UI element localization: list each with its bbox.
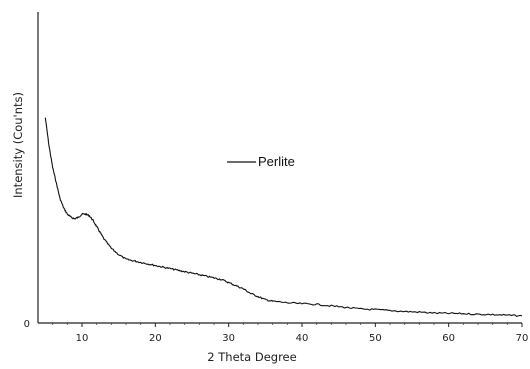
x-tick-label-40: 40 — [296, 333, 309, 344]
x-tick-label-30: 30 — [222, 333, 235, 344]
y-tick-labels: 0 — [24, 319, 30, 330]
x-tick-label-50: 50 — [369, 333, 382, 344]
x-tick-label-70: 70 — [516, 333, 529, 344]
y-axis-label: Intensity (Cou'nts) — [11, 92, 25, 198]
series-line-perlite — [44, 117, 523, 317]
x-tick-labels: 10 20 30 40 50 60 70 — [76, 333, 529, 344]
x-tick-label-10: 10 — [76, 333, 89, 344]
x-tick-label-20: 20 — [149, 333, 162, 344]
x-axis-label: 2 Theta Degree — [207, 350, 296, 364]
x-ticks — [52, 323, 523, 327]
legend: Perlite — [227, 154, 295, 169]
legend-label-perlite: Perlite — [258, 154, 295, 169]
x-tick-label-60: 60 — [442, 333, 455, 344]
series-group — [44, 117, 523, 317]
y-tick-label-0: 0 — [24, 319, 30, 330]
